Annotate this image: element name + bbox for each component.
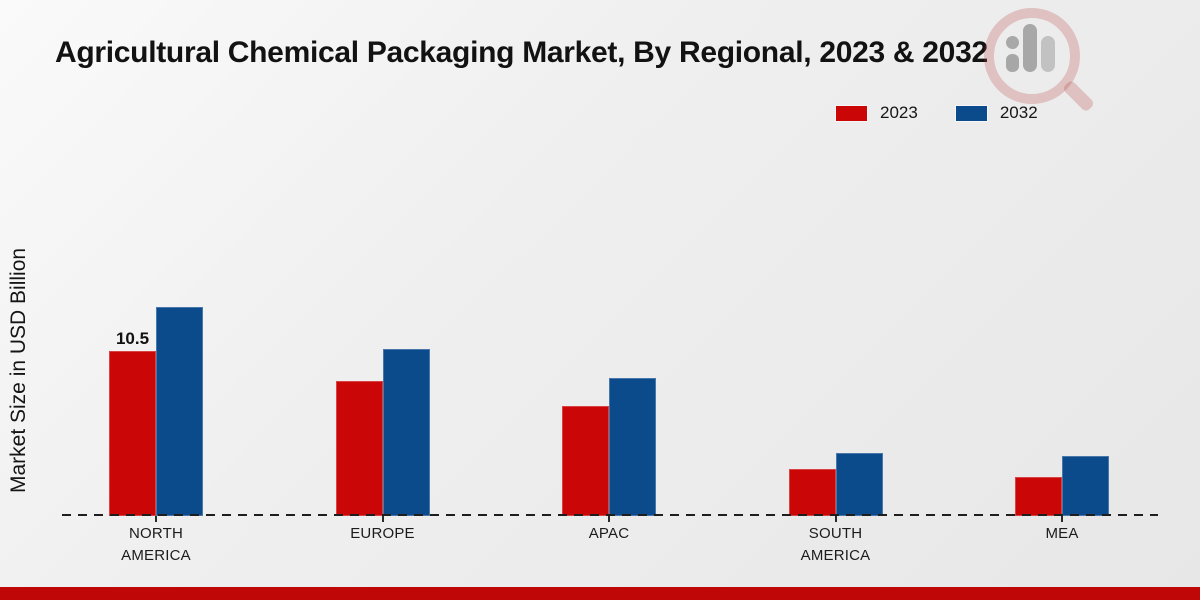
x-label-europe: EUROPE xyxy=(350,525,415,542)
bar-2032-north-america xyxy=(156,307,203,516)
x-label-mea: MEA xyxy=(1045,525,1079,542)
x-axis-tick xyxy=(381,516,384,522)
bar-2032-europe xyxy=(382,349,430,516)
x-axis-tick xyxy=(155,516,157,522)
legend-item-2023: 2023 xyxy=(836,103,918,123)
legend-swatch-2023-icon xyxy=(836,105,867,121)
x-label-apac: APAC xyxy=(588,525,630,542)
bar-2023-europe xyxy=(335,380,383,516)
legend: 2023 2032 xyxy=(836,103,1038,123)
logo-bar-icon xyxy=(1023,24,1037,72)
x-axis-tick xyxy=(608,516,610,522)
bar-2023-south-america xyxy=(788,468,836,516)
chart-title: Agricultural Chemical Packaging Market, … xyxy=(55,36,988,69)
bar-2032-mea xyxy=(1062,456,1109,516)
x-label-north-america: NORTH AMERICA xyxy=(121,525,191,564)
x-axis-tick xyxy=(834,516,837,522)
bar-2023-north-america xyxy=(109,351,156,516)
y-axis-title: Market Size in USD Billion xyxy=(7,247,30,493)
logo-bar-icon xyxy=(1041,36,1055,72)
footer-accent-bar xyxy=(0,587,1200,600)
bar-2023-mea xyxy=(1015,476,1062,516)
magnifier-ring-icon xyxy=(984,8,1080,104)
x-axis-tick xyxy=(1061,516,1063,522)
bar-2032-apac xyxy=(609,377,656,516)
legend-label-2023: 2023 xyxy=(880,103,918,122)
magnifier-handle-icon xyxy=(1061,79,1096,113)
bar-2023-apac xyxy=(562,406,609,516)
logo-dot-icon xyxy=(1006,36,1019,49)
logo-bar-icon xyxy=(1006,54,1019,72)
legend-label-2032: 2032 xyxy=(999,103,1038,122)
legend-item-2032: 2032 xyxy=(955,103,1038,123)
bar-value-label: 10.5 xyxy=(115,329,150,348)
bar-2032-south-america xyxy=(835,453,883,516)
x-axis-baseline xyxy=(62,514,1158,516)
legend-swatch-2032-icon xyxy=(955,105,987,121)
x-label-south-america: SOUTH AMERICA xyxy=(800,525,871,564)
